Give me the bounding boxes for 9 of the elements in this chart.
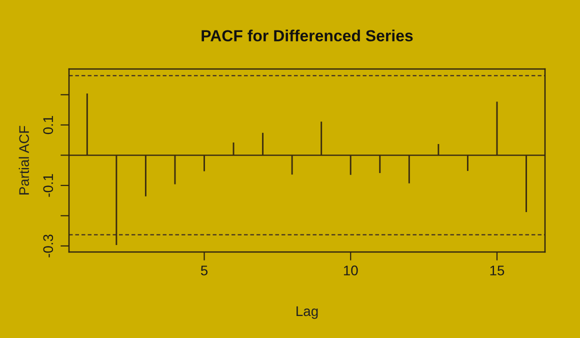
chart-title: PACF for Differenced Series	[202, 30, 413, 42]
y-axis-title: Partial ACF	[18, 126, 29, 194]
x-axis-title: Lag	[296, 306, 318, 319]
x-tick-label: 15	[490, 266, 504, 276]
y-tick-label: -0.1	[43, 174, 54, 197]
y-tick-label: -0.3	[43, 234, 54, 258]
y-tick-label: 0.1	[43, 116, 54, 134]
x-tick-label: 5	[200, 266, 208, 276]
x-tick-label: 10	[344, 266, 358, 276]
